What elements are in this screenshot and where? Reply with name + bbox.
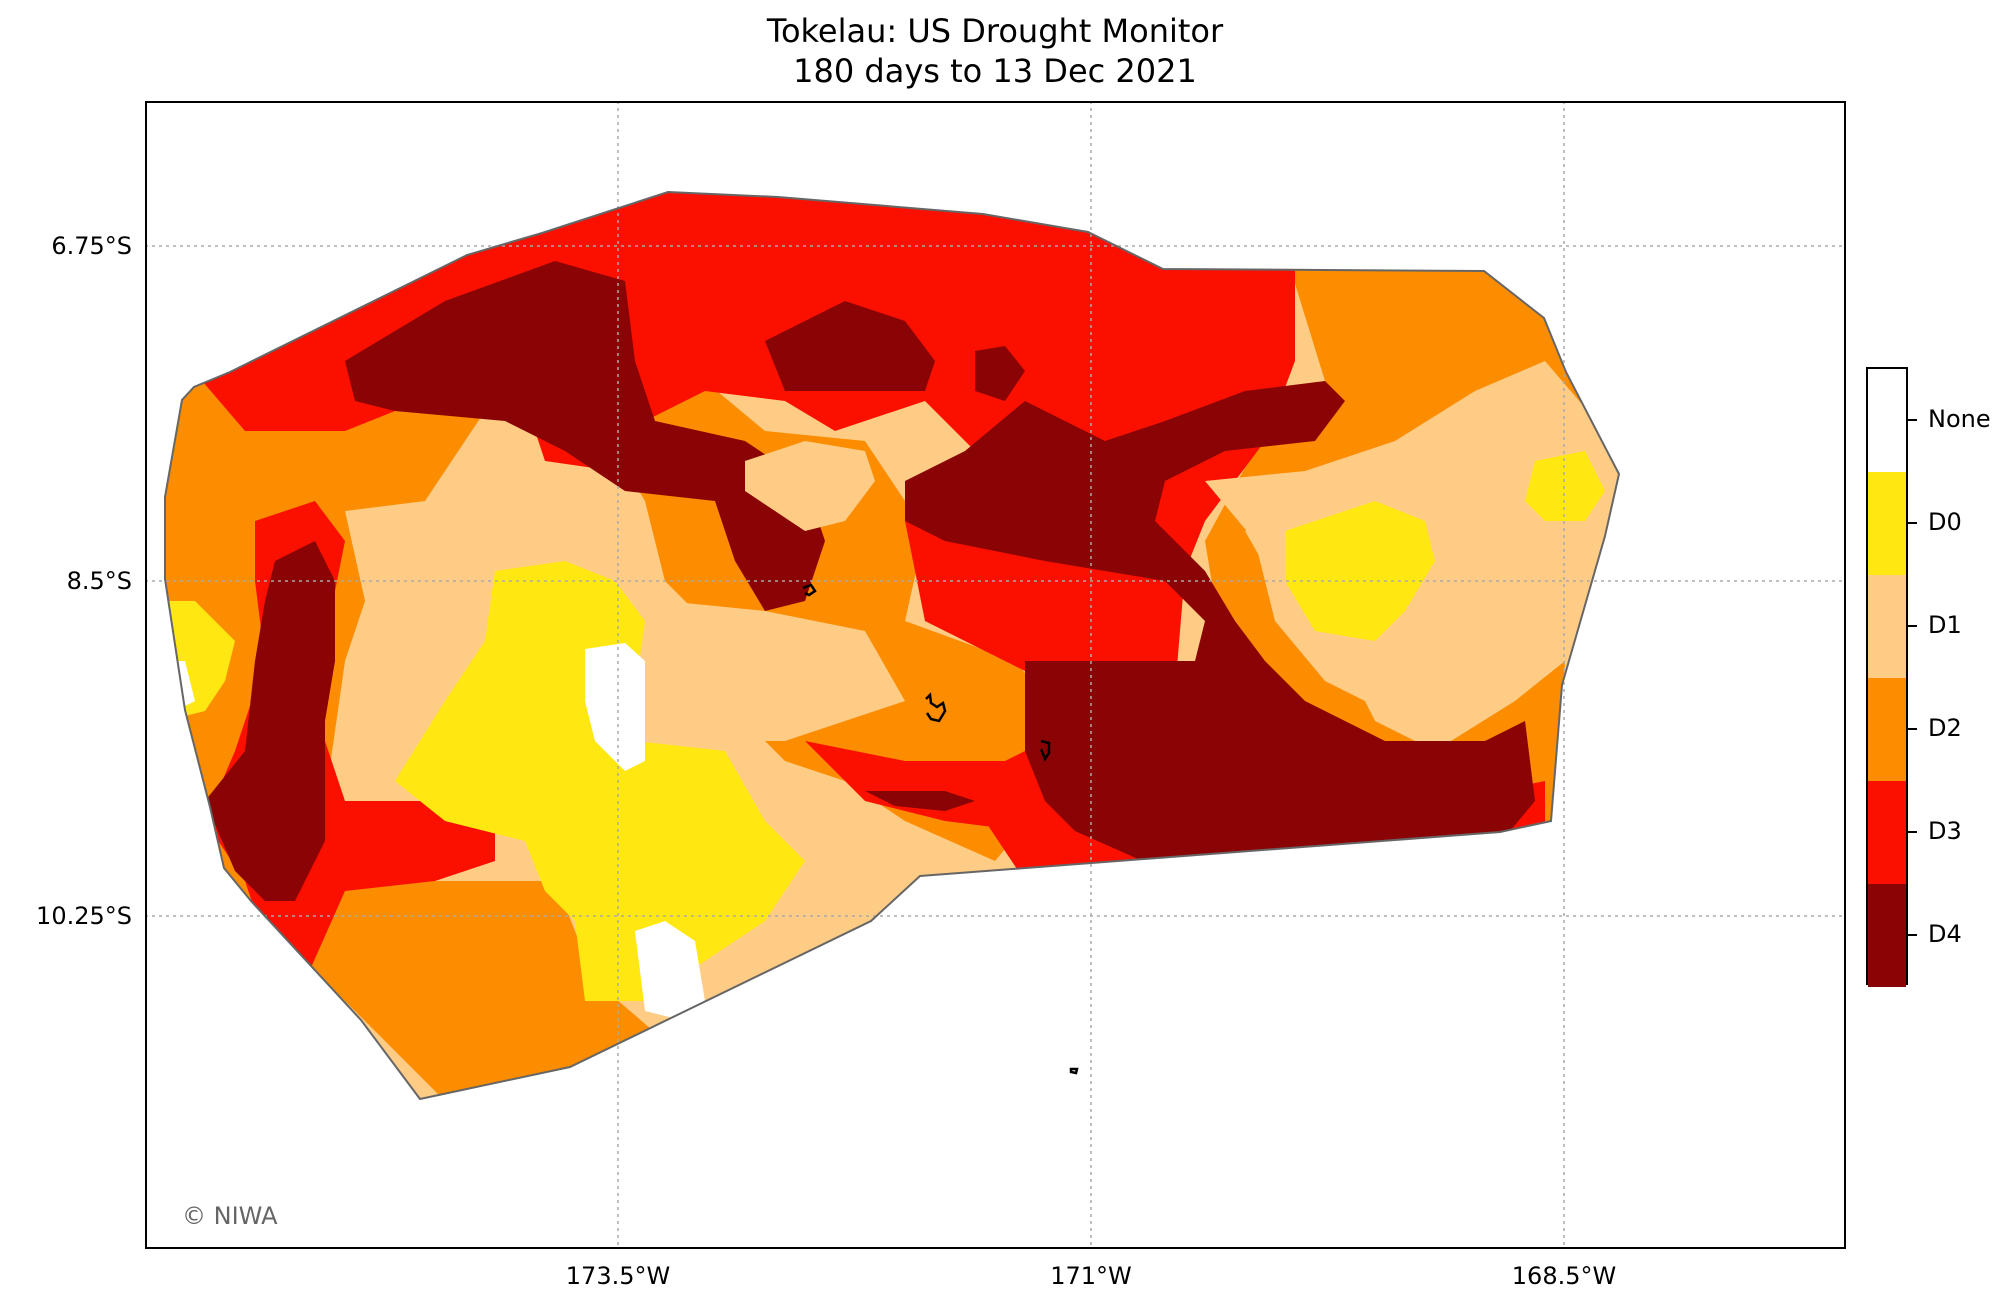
atoll-coastlines — [802, 583, 1079, 1075]
legend-tick-d0 — [1908, 522, 1917, 524]
drought-area-d4-center — [905, 381, 1535, 871]
drought-area-d3-lower-center — [805, 741, 1085, 831]
drought-area-none-center — [585, 643, 645, 771]
legend-tick-d3 — [1908, 831, 1917, 833]
legend-swatch-d2 — [1868, 678, 1906, 781]
legend-swatch-d0 — [1868, 472, 1906, 575]
map-area — [145, 101, 1846, 1249]
x-tick-label-3: 168.5°W — [1511, 1262, 1617, 1290]
legend-label-d1: D1 — [1928, 611, 1962, 639]
drought-area-d1-northcenter — [745, 441, 875, 531]
atoll-fakaofo — [1039, 739, 1051, 762]
drought-area-d0-center — [395, 561, 805, 1001]
drought-area-d4-west — [205, 541, 335, 901]
drought-area-d4-top-blob — [765, 301, 935, 391]
legend-swatch-d3 — [1868, 781, 1906, 884]
map-title: Tokelau: US Drought Monitor — [766, 12, 1224, 50]
drought-area-none-south — [635, 921, 705, 1021]
legend-tick-d2 — [1908, 728, 1917, 730]
map-subtitle: 180 days to 13 Dec 2021 — [793, 52, 1197, 90]
legend-tick-d4 — [1908, 934, 1917, 936]
atoll-swains — [1069, 1067, 1079, 1075]
legend-label-d2: D2 — [1928, 714, 1962, 742]
legend-tick-none — [1908, 419, 1917, 421]
eez-boundary-line — [164, 190, 1621, 1101]
niwa-credit: © NIWA — [182, 1202, 278, 1230]
legend-label-d0: D0 — [1928, 508, 1962, 536]
map-canvas — [145, 101, 1846, 1249]
x-tick-label-2: 171°W — [1050, 1262, 1132, 1290]
drought-area-d4-lower-center — [865, 791, 975, 811]
x-tick-label-1: 173.5°W — [565, 1262, 671, 1290]
drought-area-d0-east — [1285, 501, 1435, 641]
drought-fill-layer — [165, 192, 1619, 1099]
drought-area-d4-north — [345, 261, 825, 611]
legend-label-d4: D4 — [1928, 920, 1962, 948]
legend-label-none: None — [1928, 405, 1991, 433]
legend-tick-d1 — [1908, 625, 1917, 627]
y-tick-label-2: 8.5°S — [66, 567, 132, 595]
atoll-atafu — [802, 583, 817, 597]
atoll-nukunonu — [925, 692, 947, 723]
y-tick-label-1: 6.75°S — [51, 232, 132, 260]
legend-label-d3: D3 — [1928, 817, 1962, 845]
drought-area-d0-upper-east — [1525, 451, 1605, 521]
drought-area-d4-small — [975, 346, 1025, 401]
legend-colorbar — [1866, 367, 1908, 987]
legend-swatch-none — [1868, 369, 1906, 472]
y-tick-label-3: 10.25°S — [36, 902, 132, 930]
plot-frame — [145, 101, 1846, 1249]
legend-swatch-d1 — [1868, 575, 1906, 678]
legend-swatch-d4 — [1868, 884, 1906, 987]
